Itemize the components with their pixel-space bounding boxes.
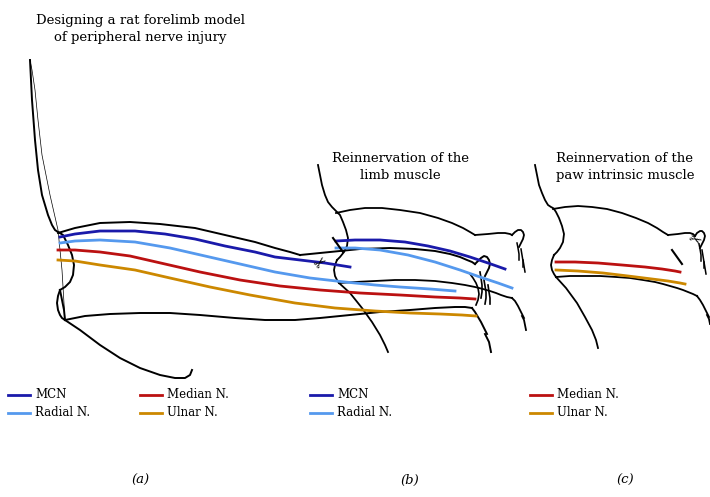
Text: Reinnervation of the
paw intrinsic muscle: Reinnervation of the paw intrinsic muscl…	[556, 152, 694, 182]
Text: Ulnar N.: Ulnar N.	[167, 407, 218, 419]
Text: Radial N.: Radial N.	[337, 407, 392, 419]
Text: Reinnervation of the
limb muscle: Reinnervation of the limb muscle	[332, 152, 469, 182]
Text: Median N.: Median N.	[167, 389, 229, 402]
Text: (a): (a)	[131, 474, 149, 487]
Text: Radial N.: Radial N.	[35, 407, 90, 419]
Text: (c): (c)	[616, 474, 634, 487]
Text: ✂: ✂	[311, 253, 331, 273]
Text: Ulnar N.: Ulnar N.	[557, 407, 608, 419]
Text: MCN: MCN	[337, 389, 368, 402]
Text: (b): (b)	[400, 474, 420, 487]
Text: Designing a rat forelimb model
of peripheral nerve injury: Designing a rat forelimb model of periph…	[36, 14, 244, 44]
Text: ✂: ✂	[684, 230, 704, 249]
Text: Median N.: Median N.	[557, 389, 619, 402]
Text: MCN: MCN	[35, 389, 66, 402]
